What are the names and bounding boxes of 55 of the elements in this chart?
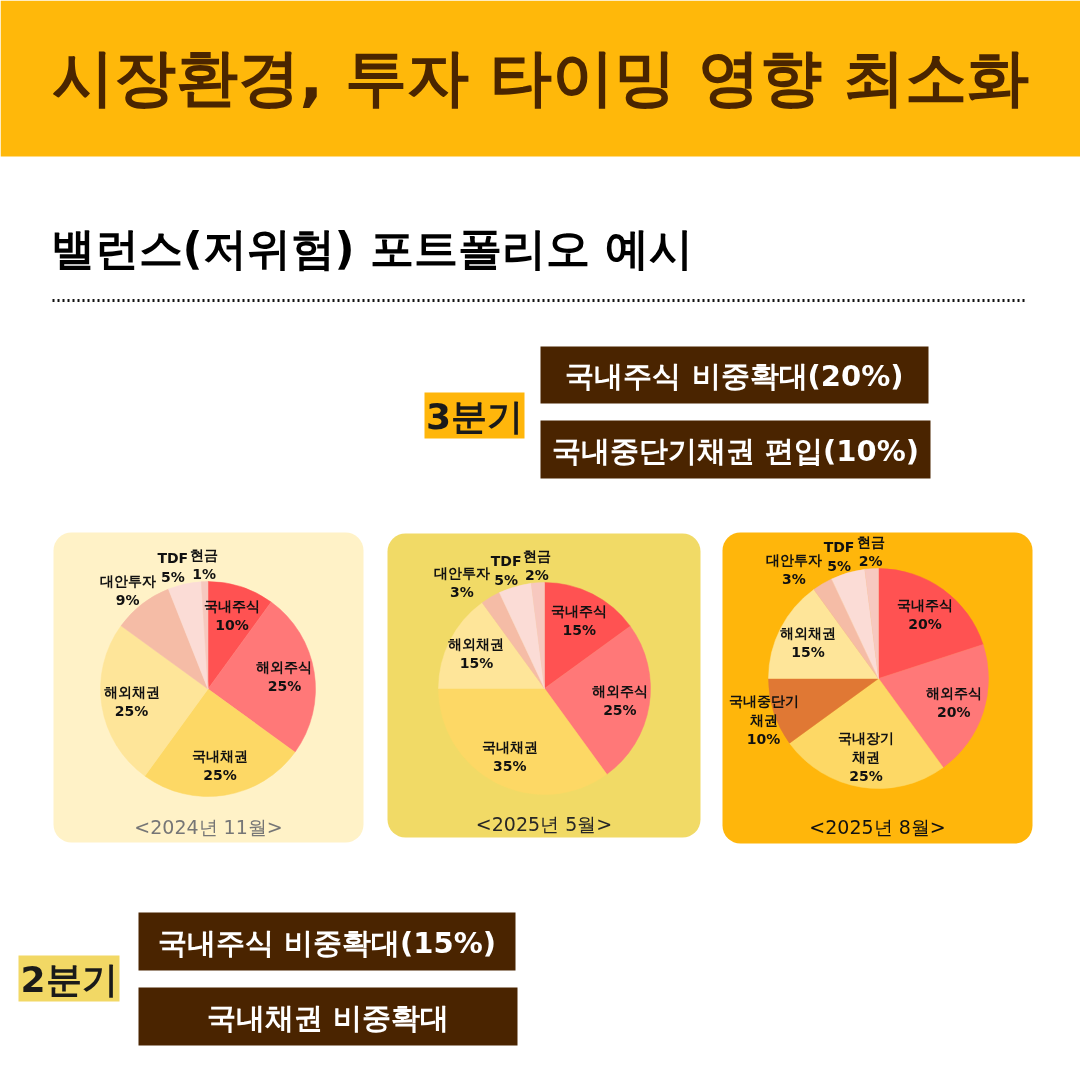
- data-label: 5%: [160, 568, 185, 585]
- data-label: 3%: [781, 570, 806, 587]
- slice-label: 해외주식: [256, 659, 313, 676]
- data-label: 9%: [115, 592, 140, 609]
- data-label: 25%: [114, 702, 149, 719]
- text: <2025년 5월>: [475, 812, 613, 835]
- text: 국내주식 비중확대(15%): [157, 925, 497, 960]
- data-label: 10%: [215, 616, 249, 633]
- slice-label: 해외주식: [591, 682, 648, 699]
- text: <2024년 11월>: [134, 815, 283, 838]
- slice-label: TDF: [157, 549, 189, 566]
- data-label: 2%: [858, 553, 883, 570]
- data-label: 15%: [562, 622, 596, 638]
- slice-label: 해외주식: [925, 685, 982, 702]
- text: 2분기: [20, 959, 118, 1000]
- data-label: 25%: [849, 767, 883, 784]
- data-label: 15%: [791, 644, 825, 661]
- slice-label: 현금: [190, 546, 219, 563]
- slice-label: 국내채권: [481, 739, 538, 755]
- data-label: 20%: [937, 704, 971, 721]
- data-label: 2%: [524, 567, 549, 584]
- slice-label: 국내중단기채권: [728, 693, 799, 729]
- slice-label: 현금: [856, 534, 885, 551]
- slice-label: 국내주식: [897, 596, 954, 613]
- text: 3분기: [425, 396, 524, 437]
- text: 국내중단기채권 편입(10%): [551, 433, 920, 468]
- slice-label: 국내장기채권: [838, 729, 895, 765]
- chart-subtitle: 밸런스(저위험) 포트폴리오 예시: [50, 223, 694, 274]
- slice-label: 국내주식: [203, 597, 260, 614]
- slice-label: 국내주식: [551, 603, 608, 619]
- data-label: 20%: [908, 615, 942, 632]
- slice-label: 대안투자: [765, 551, 822, 568]
- slice-label: 대안투자: [99, 573, 156, 590]
- data-label: 5%: [827, 557, 851, 574]
- data-label: 25%: [267, 678, 302, 695]
- slice-label: TDF: [823, 538, 855, 555]
- slice-label: 대안투자: [433, 565, 490, 582]
- data-label: 3%: [449, 584, 474, 601]
- text: 시장환경, 투자 타이밍 영향 최소화: [51, 41, 1030, 114]
- data-label: 10%: [746, 731, 781, 748]
- data-label: 1%: [192, 565, 216, 582]
- slice-label: TDF: [490, 552, 522, 569]
- data-label: 25%: [603, 701, 637, 718]
- slice-label: 국내채권: [192, 747, 249, 764]
- text: 국내채권 비중확대: [206, 1000, 450, 1035]
- data-label: 15%: [459, 655, 494, 672]
- slice-label: 해외채권: [448, 636, 505, 653]
- text: 국내주식 비중확대(20%): [565, 359, 904, 393]
- slice-label: 해외채권: [779, 625, 836, 642]
- slice-label: 현금: [522, 548, 551, 565]
- text: <2025년 8월>: [809, 815, 946, 838]
- data-label: 35%: [493, 758, 527, 774]
- data-label: 5%: [494, 571, 519, 588]
- slice-label: 해외채권: [103, 683, 160, 700]
- data-label: 25%: [203, 766, 237, 783]
